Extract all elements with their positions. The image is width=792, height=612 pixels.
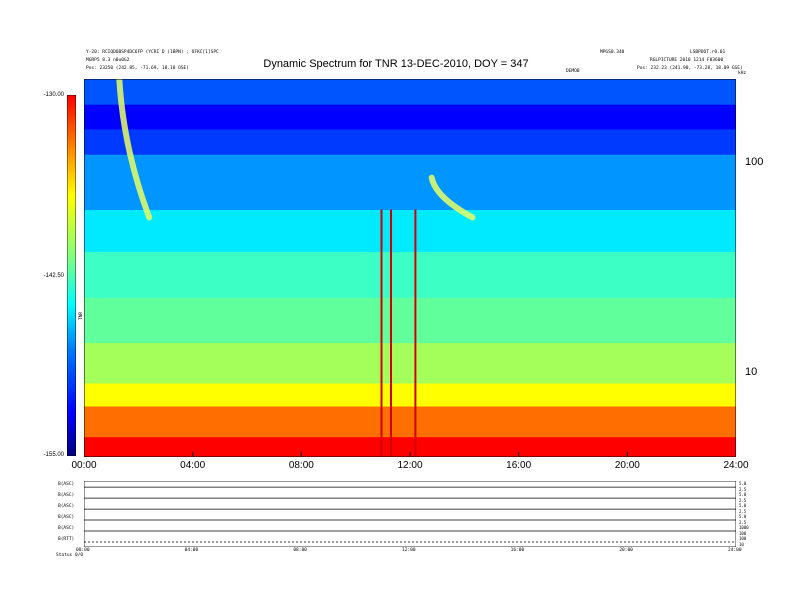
panel-label: B(ASC) — [58, 493, 75, 498]
footer-status-value: 0/0 — [75, 553, 84, 558]
header-right-line3: Pos: 232.23 (241.90, -73.28, 18.09 GSE) — [637, 66, 743, 71]
panel-right-tick: 100 — [739, 530, 747, 536]
burst-type-iii-4 — [428, 174, 476, 221]
spectrum-band-5 — [84, 251, 736, 298]
y-tick-label: 10 — [745, 366, 758, 379]
bottom-tick-label: 00:00 — [76, 548, 90, 553]
bottom-tick-label: 12:00 — [402, 548, 416, 553]
header-left-line3: Pos: 23250 (242.85, -71.69, 18.18 OSE) — [86, 66, 189, 71]
panel-right-tick: 2.5 — [739, 508, 747, 514]
panel-right-tick: 2.5 — [739, 519, 747, 525]
panel-right-tick: 5.0 — [739, 503, 747, 508]
bottom-tick-label: 20:00 — [619, 548, 633, 553]
spectrum-band-0 — [84, 436, 736, 457]
x-tick-label: 24:00 — [723, 460, 749, 471]
panel-label: B(RTT) — [58, 537, 75, 542]
x-tick-label: 08:00 — [288, 460, 314, 471]
bottom-tick-label: 08:00 — [293, 548, 307, 553]
header-right-line1a: MPGS0.340 — [600, 50, 625, 55]
x-tick-label: 20:00 — [614, 460, 640, 471]
spectrum-band-4 — [84, 297, 736, 344]
header-right-line2: RGLPICTURE 2010 1214 F03600 — [650, 58, 724, 63]
x-tick-label: 00:00 — [71, 460, 97, 471]
spectrum-band-3 — [84, 342, 736, 384]
chart-title: Dynamic Spectrum for TNR 13-DEC-2010, DO… — [263, 58, 529, 70]
header-center-small: DEMOB — [566, 69, 580, 74]
panel-right-tick: 2.5 — [739, 486, 747, 492]
spectrum-band-6 — [84, 209, 736, 252]
header-left-line2: MGRP5 8.3 n0u0G2 — [86, 58, 130, 63]
colorbar-tick-mid: -142.50 — [43, 273, 64, 279]
bottom-tick-label: 16:00 — [510, 548, 525, 553]
x-tick-label: 04:00 — [180, 460, 206, 471]
spectrum-band-8 — [84, 128, 736, 155]
panel-label: B(ASC) — [58, 526, 75, 531]
header-right-line1b: LSBPDOT.r0.01 — [690, 50, 726, 55]
panel-right-tick: 100 — [739, 536, 747, 541]
colorbar-gradient — [67, 95, 76, 456]
burst-type-iii-3 — [116, 79, 153, 221]
panel-right-tick: 5.0 — [739, 492, 747, 497]
colorbar-tick-top: -130.00 — [43, 92, 64, 98]
spectrum-band-9 — [84, 104, 736, 130]
panel-label: B(ASC) — [58, 515, 75, 520]
bottom-tick-label: 04:00 — [184, 548, 199, 553]
panel-label: B(ASC) — [58, 482, 75, 487]
panel-right-tick: 2.5 — [739, 497, 747, 503]
panel-right-tick: 10 — [739, 541, 744, 547]
panel-right-tick: 5.0 — [739, 514, 747, 519]
panel-right-tick: 1000 — [739, 525, 749, 530]
panel-right-tick: 5.0 — [739, 481, 747, 486]
colorbar — [67, 95, 76, 456]
colorbar-tick-bottom: -155.00 — [43, 452, 64, 458]
x-tick-label: 12:00 — [397, 460, 423, 471]
spectrum-band-2 — [84, 382, 736, 407]
spectrum-band-10 — [84, 79, 736, 105]
spectrum-band-1 — [84, 405, 736, 438]
y-tick-label: 100 — [745, 155, 764, 168]
panel-label: B(ASC) — [58, 504, 75, 509]
footer-status-label: Status — [56, 553, 73, 558]
x-tick-label: 16:00 — [506, 460, 532, 471]
panels-frame — [84, 481, 736, 547]
spectrogram — [84, 79, 736, 457]
bottom-tick-label: 24:00 — [728, 548, 742, 553]
parameter-panels — [84, 481, 736, 547]
header-right-unit: kHz — [738, 71, 747, 76]
spectrum-band-7 — [84, 154, 736, 210]
header-left-line1: Y-20: RCIQDOBSP4DC6FP (YCRI D (1BPN) ; O… — [86, 50, 219, 55]
